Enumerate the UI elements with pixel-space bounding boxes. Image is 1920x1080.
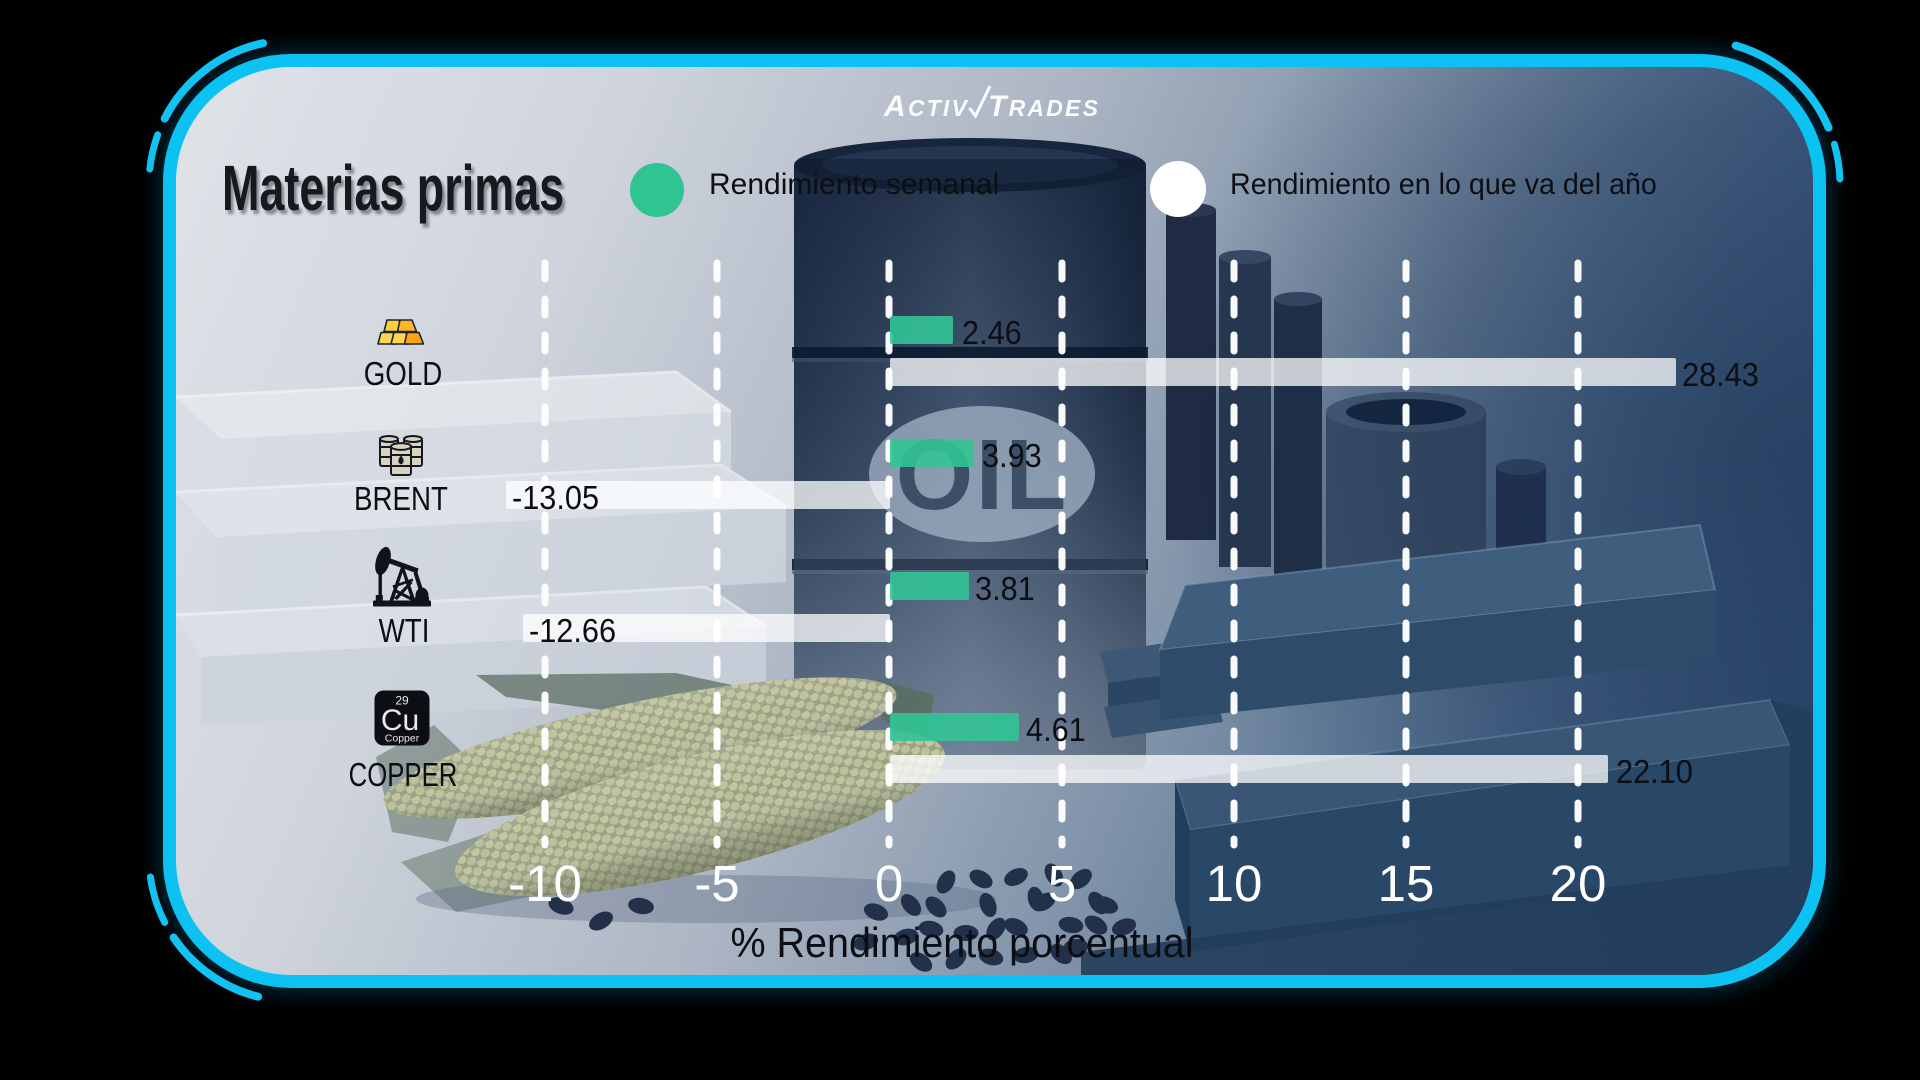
svg-text:Cu: Cu (381, 704, 419, 737)
svg-text:Copper: Copper (385, 733, 420, 745)
svg-text:OIL: OIL (896, 419, 1069, 531)
svg-text:29: 29 (395, 694, 409, 708)
